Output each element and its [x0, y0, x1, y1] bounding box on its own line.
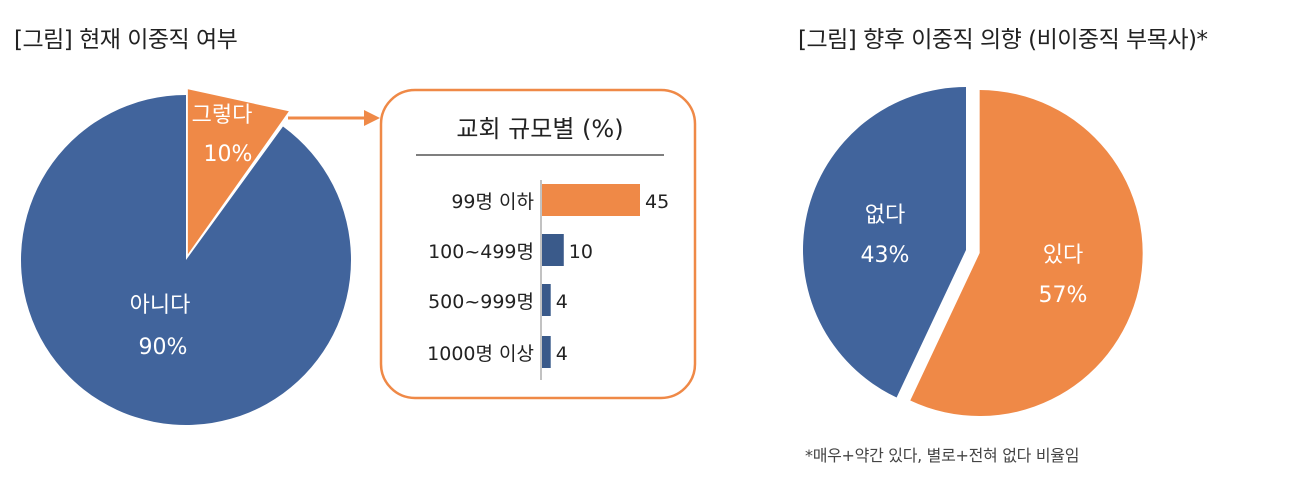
pie-slice-그렇다-group: [187, 89, 289, 255]
pie-slice-아니다: [20, 94, 351, 425]
pie-pct-없다: 43%: [861, 243, 910, 268]
pie-label-아니다: 아니다: [130, 293, 191, 318]
bar-category-label: 99명 이하: [451, 191, 534, 213]
pie-slice-있다: [910, 90, 1143, 417]
bar: [542, 234, 564, 266]
pie-slice-있다-group: [910, 90, 1143, 417]
pie-slice-그렇다: [187, 89, 289, 255]
pie-label-없다: 없다: [865, 203, 905, 228]
bar-value-label: 45: [645, 191, 669, 213]
arrow-head-icon: [364, 110, 380, 126]
bar: [542, 184, 640, 216]
pie-pct-아니다: 90%: [139, 335, 188, 360]
right-chart-title: [그림] 향후 이중직 의향 (비이중직 부목사)*: [798, 27, 1208, 53]
bar-category-label: 100~499명: [428, 241, 534, 263]
bar-value-label: 10: [569, 241, 593, 263]
bar: [542, 284, 551, 316]
pie-pct-있다: 57%: [1039, 283, 1088, 308]
bar: [542, 336, 551, 368]
bar-value-label: 4: [556, 343, 568, 365]
bar-category-label: 1000명 이상: [427, 343, 534, 365]
pie-label-있다: 있다: [1043, 243, 1083, 268]
pie-label-그렇다: 그렇다: [192, 103, 253, 128]
bar-value-label: 4: [556, 291, 568, 313]
left-chart-title: [그림] 현재 이중직 여부: [14, 27, 238, 53]
bar-chart-title: 교회 규모별 (%): [456, 115, 623, 143]
bar-category-label: 500~999명: [428, 291, 534, 313]
footnote: *매우+약간 있다, 별로+전혀 없다 비율임: [805, 446, 1080, 465]
pie-slice-없다: [803, 87, 966, 398]
pie-pct-그렇다: 10%: [204, 142, 253, 167]
callout-box: [379, 88, 697, 400]
